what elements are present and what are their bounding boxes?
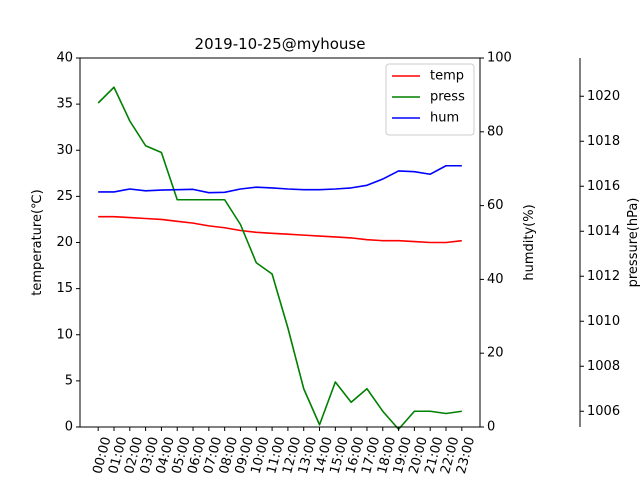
- hum-axis-tick-label: 60: [487, 198, 504, 213]
- chart-title: 2019-10-25@myhouse: [195, 35, 366, 53]
- hum-axis-label: humdity(%): [522, 204, 537, 280]
- press-axis-label: pressure(hPa): [626, 198, 640, 288]
- temp-axis-tick-label: 5: [65, 373, 73, 388]
- temp-axis-tick-label: 0: [65, 420, 73, 435]
- temp-axis-tick-label: 10: [56, 327, 73, 342]
- temp-axis-tick-label: 35: [56, 97, 73, 112]
- legend-label-press: press: [430, 90, 465, 105]
- temp-axis-tick-label: 15: [56, 281, 73, 296]
- temp-axis-tick-label: 30: [56, 143, 73, 158]
- hum-axis-tick-label: 40: [487, 272, 504, 287]
- temp-axis-tick-label: 40: [56, 51, 73, 66]
- press-axis-tick-label: 1014: [587, 224, 620, 239]
- hum-axis-tick-label: 20: [487, 346, 504, 361]
- press-axis-tick-label: 1010: [587, 314, 620, 329]
- temp-axis-tick-label: 25: [56, 189, 73, 204]
- chart-marks: [97, 86, 462, 431]
- chart-axes: 00:0001:0002:0003:0004:0005:0006:0007:00…: [30, 51, 640, 476]
- legend-label-temp: temp: [430, 69, 464, 84]
- hum-axis-tick-label: 80: [487, 124, 504, 139]
- temp-axis-tick-label: 20: [56, 235, 73, 250]
- hum-axis-tick-label: 100: [487, 51, 512, 66]
- press-axis-tick-label: 1006: [587, 404, 620, 419]
- series-line-press: [97, 86, 462, 431]
- legend-label-hum: hum: [430, 111, 459, 126]
- hum-axis-tick-label: 0: [487, 420, 495, 435]
- series-line-hum: [98, 164, 462, 194]
- temp-axis-label: temperature(℃): [30, 189, 45, 295]
- series-line-temp: [98, 215, 462, 244]
- press-axis-tick-label: 1016: [587, 179, 620, 194]
- press-axis-tick-label: 1012: [587, 269, 620, 284]
- press-axis-tick-label: 1018: [587, 134, 620, 149]
- chart-legend: temp press hum: [385, 63, 475, 136]
- press-axis-tick-label: 1008: [587, 359, 620, 374]
- press-axis-tick-label: 1020: [587, 89, 620, 104]
